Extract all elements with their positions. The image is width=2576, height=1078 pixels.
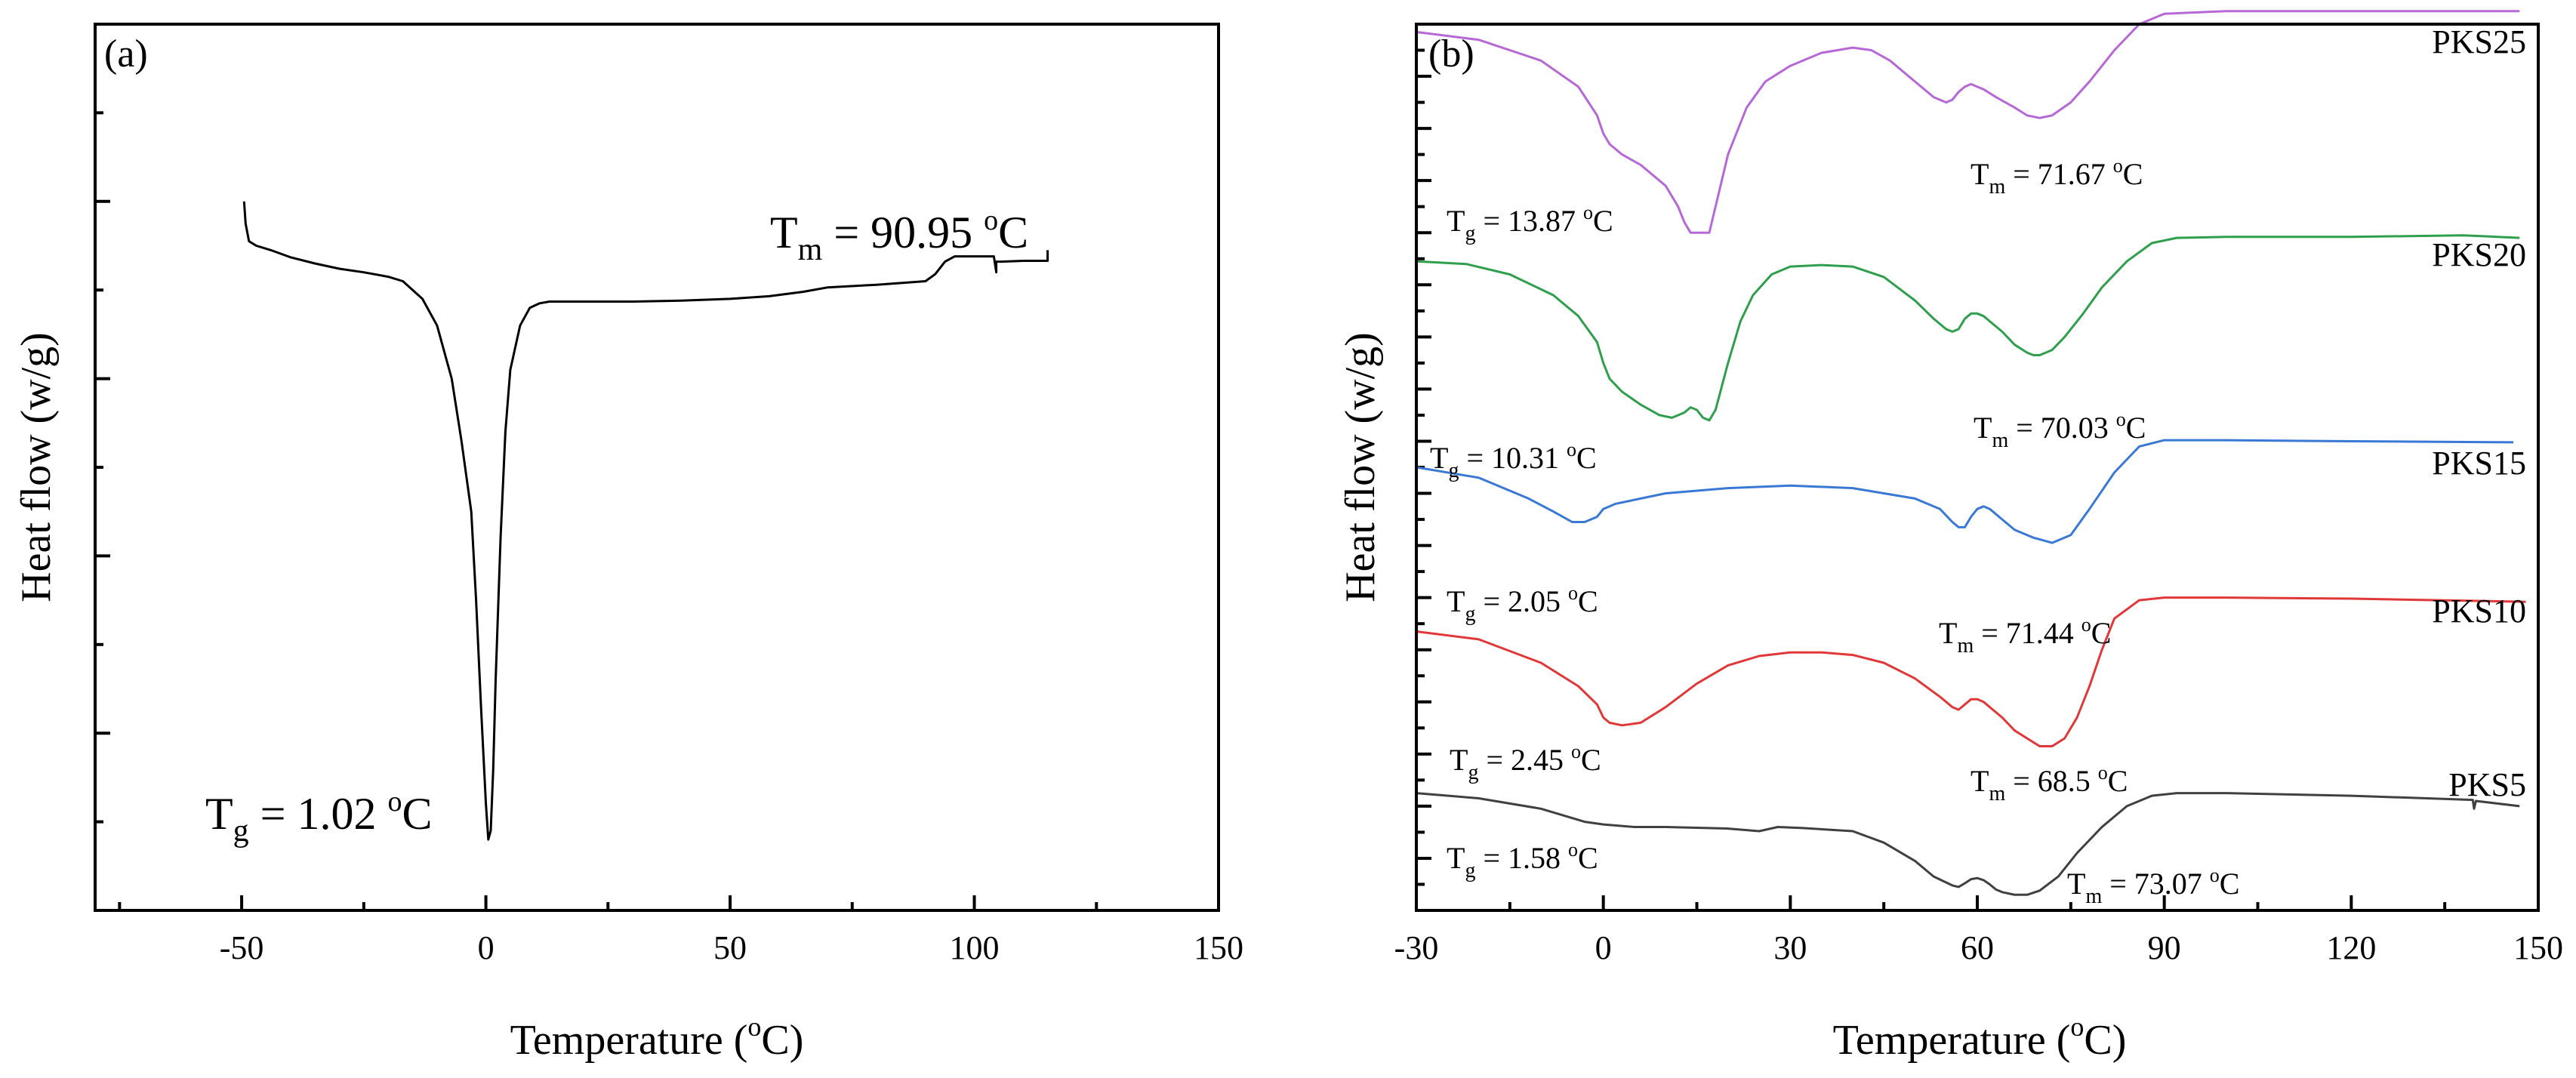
panel-a: -50 0 50 100 150 (a) Tm = 90.95 oC Tg = 1.02…	[13, 23, 1243, 1064]
x-tick-label-a: 100	[950, 929, 1000, 966]
tm-annotation-a: Tm = 90.95 oC	[770, 205, 1028, 267]
tm-annotation-pks25: Tm = 71.67 oC	[1971, 155, 2143, 199]
dsc-curve-a	[242, 201, 1049, 841]
tm-annotation-pks5: Tm = 73.07 oC	[2067, 864, 2239, 908]
x-tick-label-b: 30	[1773, 929, 1807, 966]
x-tick-label-b: -30	[1394, 929, 1439, 966]
panel-label-a: (a)	[104, 32, 148, 75]
plot-frame-b	[1415, 23, 2540, 912]
x-tick-label-b: 150	[2513, 929, 2563, 966]
y-axis-title-b: Heat flow (w/g)	[1337, 332, 1384, 602]
dsc-curve-pks5	[1416, 792, 2520, 896]
x-tick-label-a: 0	[478, 929, 495, 966]
panel-b: -30 0 30 60 90 120 150 (b) PKS25 PKS20 PKS15 P…	[1337, 10, 2563, 1064]
tm-annotation-pks15: Tm = 71.44 oC	[1939, 614, 2111, 658]
series-label-pks25: PKS25	[2432, 23, 2526, 60]
dsc-curve-pks20	[1416, 234, 2520, 422]
tg-annotation-pks15: Tg = 2.05 oC	[1447, 582, 1598, 626]
x-tick-label-a: 150	[1194, 929, 1243, 966]
panel-label-b: (b)	[1428, 32, 1474, 75]
dsc-curve-pks15	[1416, 439, 2514, 544]
x-axis-title-a: Temperature (oC)	[510, 1012, 804, 1064]
dsc-curve-pks25	[1416, 10, 2520, 234]
x-tick-label-b: 90	[2148, 929, 2181, 966]
x-tick-label-b: 0	[1595, 929, 1612, 966]
tg-annotation-pks10: Tg = 2.45 oC	[1450, 741, 1601, 784]
x-tick-label-b: 120	[2326, 929, 2376, 966]
y-axis-title-a: Heat flow (w/g)	[13, 332, 60, 602]
plot-frame-a	[94, 23, 1220, 912]
tm-annotation-pks20: Tm = 70.03 oC	[1974, 408, 2146, 452]
tg-annotation-pks20: Tg = 10.31 oC	[1430, 439, 1597, 482]
dsc-curve-pks10	[1416, 596, 2526, 747]
x-tick-label-a: -50	[220, 929, 264, 966]
x-tick-label-b: 60	[1961, 929, 1994, 966]
tg-annotation-pks5: Tg = 1.58 oC	[1447, 839, 1598, 882]
tg-annotation-a: Tg = 1.02 oC	[205, 786, 433, 849]
series-label-pks10: PKS10	[2432, 593, 2526, 630]
x-axis-title-b: Temperature (oC)	[1833, 1012, 2127, 1064]
tg-annotation-pks25: Tg = 13.87 oC	[1447, 202, 1613, 245]
x-tick-label-a: 50	[713, 929, 747, 966]
tm-annotation-pks10: Tm = 68.5 oC	[1971, 762, 2128, 805]
series-label-pks5: PKS5	[2448, 766, 2526, 803]
series-label-pks15: PKS15	[2432, 445, 2526, 482]
series-label-pks20: PKS20	[2432, 236, 2526, 273]
